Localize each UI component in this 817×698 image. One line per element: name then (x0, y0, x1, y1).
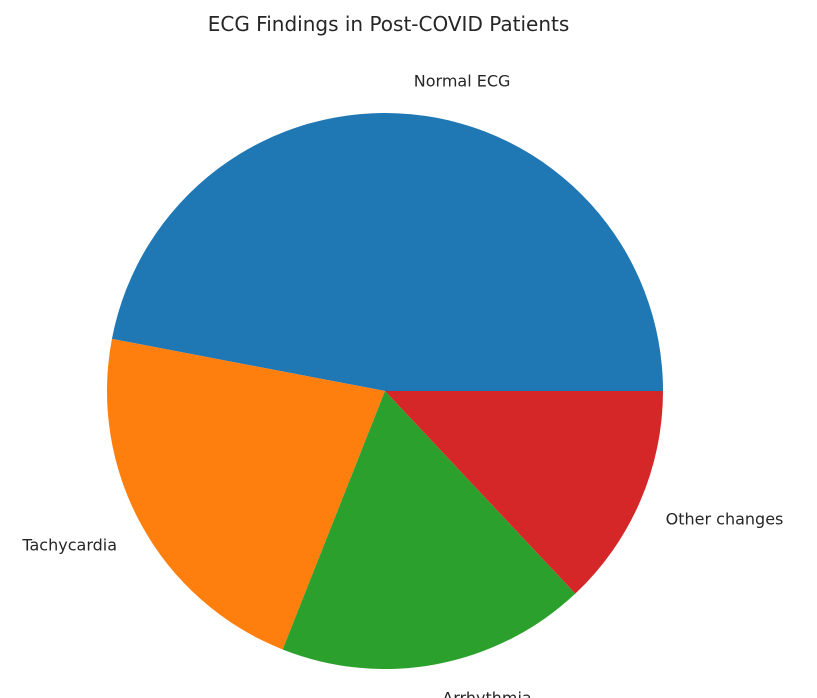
slice-label-normal-ecg: Normal ECG (414, 72, 511, 91)
slice-label-tachycardia: Tachycardia (21, 535, 117, 554)
pie-slice-normal-ecg (111, 112, 664, 391)
chart-title: ECG Findings in Post-COVID Patients (207, 12, 570, 36)
slice-label-arrhythmia: Arrhythmia (442, 688, 531, 698)
pie-labels: Normal ECG Tachycardia Arrhythmia Other cha… (21, 72, 783, 698)
pie-slice-tachycardia (106, 338, 386, 650)
pie-slice-other-changes (385, 391, 663, 594)
slice-label-other-changes: Other changes (666, 509, 784, 528)
pie-slice-arrhythmia (282, 391, 576, 669)
pie-slices (106, 112, 664, 669)
